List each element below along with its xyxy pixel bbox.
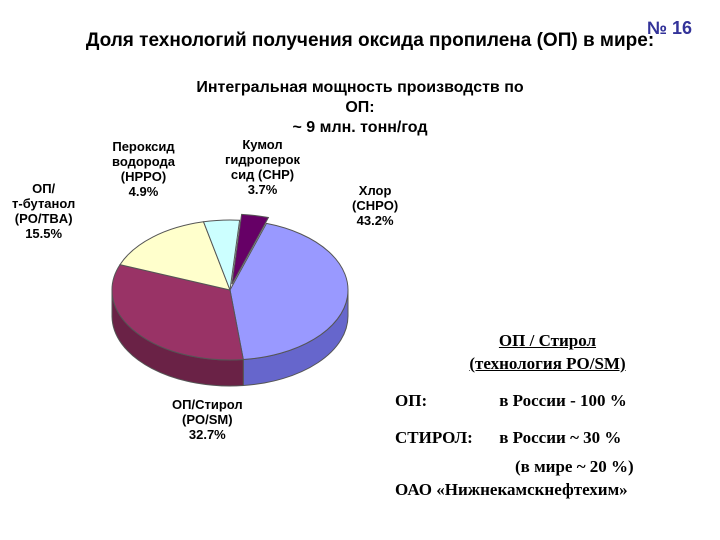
subtitle: Интегральная мощность производств по ОП:… — [0, 78, 720, 138]
info-key: СТИРОЛ: — [395, 427, 495, 450]
subtitle-line: Интегральная мощность производств по — [196, 79, 523, 96]
pie-slice-label: ОП/Стирол (PO/SM) 32.7% — [172, 398, 243, 443]
pie-slice-label: Пероксид водорода (HPPO) 4.9% — [112, 140, 175, 200]
pie-slice-label: Хлор (CHPO) 43.2% — [352, 184, 398, 229]
info-val: в России - 100 % — [499, 391, 626, 410]
info-block: ОП / Стирол (технология PO/SM) ОП: в Рос… — [395, 330, 700, 502]
info-key: ОП: — [395, 390, 495, 413]
info-heading: ОП / Стирол (технология PO/SM) — [395, 330, 700, 376]
info-val: в России ~ 30 % — [499, 428, 621, 447]
pie-slice-label: Кумол гидроперок сид (CHP) 3.7% — [225, 138, 300, 198]
page-title: Доля технологий получения оксида пропиле… — [0, 30, 700, 52]
pie-chart: Хлор (CHPO) 43.2% ОП/Стирол (PO/SM) 32.7%… — [10, 150, 430, 450]
info-footer: ОАО «Нижнекамскнефтехим» — [395, 479, 700, 502]
info-row: ОП: в России - 100 % — [395, 390, 700, 413]
subtitle-line: ~ 9 млн. тонн/год — [292, 119, 427, 136]
info-row: СТИРОЛ: в России ~ 30 % — [395, 427, 700, 450]
info-sub: (в мире ~ 20 %) — [395, 456, 700, 479]
pie-slice-label: ОП/ т-бутанол (PO/TBA) 15.5% — [12, 182, 75, 242]
subtitle-line: ОП: — [345, 99, 374, 116]
